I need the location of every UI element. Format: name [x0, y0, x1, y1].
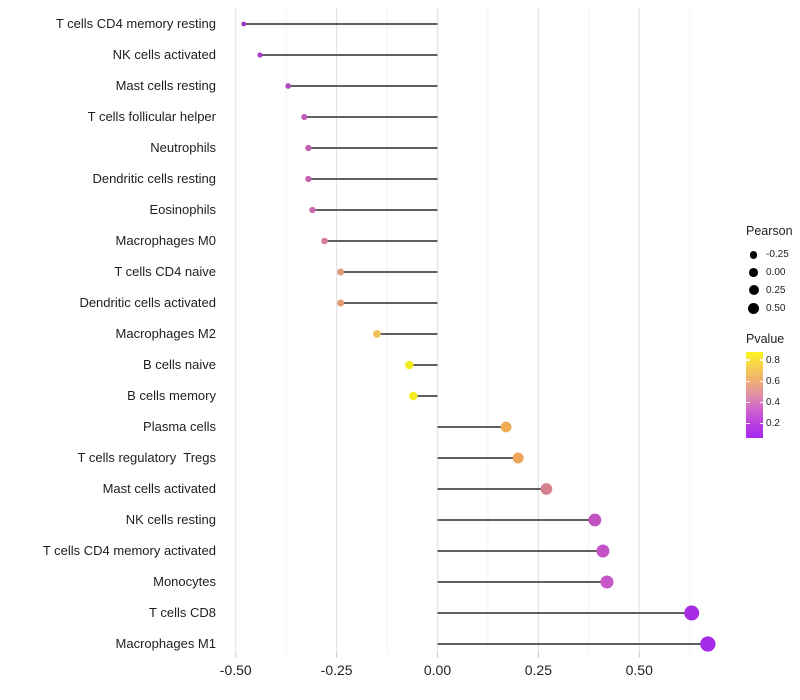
y-axis-label: T cells regulatory Tregs [77, 450, 216, 465]
lollipop-dot [305, 175, 312, 183]
colorbar-tick-mark [746, 359, 750, 361]
y-axis-label: Dendritic cells activated [79, 295, 216, 310]
legend-pearson-entry: 0.25 [746, 282, 793, 300]
y-axis-label: T cells CD4 memory resting [55, 16, 216, 31]
legend-pearson-entry-label: 0.50 [766, 302, 786, 314]
lollipop-dot [512, 452, 524, 464]
x-axis-tick-label: 0.50 [625, 662, 653, 678]
colorbar-tick-mark [746, 422, 750, 425]
colorbar-tick-mark [746, 401, 750, 404]
colorbar-tick-mark [746, 380, 750, 383]
legend-pearson-entry-label: 0.00 [766, 267, 786, 279]
y-axis-label: Mast cells resting [115, 78, 216, 93]
lollipop-dot [337, 268, 345, 276]
legend-pvalue-tick-label: 0.4 [766, 397, 780, 408]
lollipop-dot [684, 605, 700, 621]
y-axis-label: T cells CD4 naive [114, 264, 216, 279]
lollipop-dot [408, 391, 418, 401]
legend-pearson-entry-label: -0.25 [766, 249, 789, 261]
pvalue-colorbar [746, 352, 763, 438]
lollipop-dot [373, 330, 381, 338]
y-axis-label: B cells memory [127, 388, 216, 403]
y-axis-label: Eosinophils [149, 202, 217, 217]
y-axis-label: Dendritic cells resting [92, 171, 216, 186]
lollipop-dot [305, 144, 312, 152]
lollipop-dot [700, 636, 716, 652]
y-axis-label: Neutrophils [150, 140, 216, 155]
legend-pearson-title: Pearson [746, 224, 793, 238]
y-axis-label: Mast cells activated [102, 481, 216, 496]
lollipop-dot [321, 237, 328, 245]
legend-pearson-entry: -0.25 [746, 246, 793, 264]
legend-size-dot-icon [749, 251, 758, 259]
lollipop-dot [257, 52, 263, 58]
lollipop-dot [596, 544, 610, 558]
x-axis-tick-label: -0.25 [320, 662, 353, 678]
colorbar-tick-mark [759, 401, 763, 404]
y-axis-label: Monocytes [153, 574, 216, 589]
y-axis-label: T cells follicular helper [87, 109, 216, 124]
y-axis-label: T cells CD8 [149, 605, 216, 620]
legend-pearson-entry-label: 0.25 [766, 284, 786, 296]
x-axis-tick-label: -0.50 [219, 662, 252, 678]
lollipop-dot [309, 206, 316, 214]
y-axis-label: T cells CD4 memory activated [42, 543, 216, 558]
legend-size-dot-icon [748, 285, 759, 296]
y-axis-label: NK cells resting [125, 512, 216, 527]
legend-size-dot-icon [749, 268, 758, 278]
y-axis-label: Macrophages M1 [115, 636, 216, 651]
y-axis-label: NK cells activated [112, 47, 216, 62]
lollipop-dot [404, 360, 414, 370]
y-axis-label: B cells naive [143, 357, 216, 372]
x-axis-tick-label: 0.25 [524, 662, 552, 678]
lollipop-dot [500, 421, 512, 433]
pvalue-colorbar-wrap: 0.8 0.6 0.4 0.2 [746, 352, 800, 444]
y-axis-label: Macrophages M2 [115, 326, 216, 341]
legend-pearson-entry: 0.50 [746, 299, 793, 317]
lollipop-dot [241, 21, 247, 27]
legend-pvalue-tick-label: 0.8 [766, 354, 780, 366]
colorbar-tick-mark [759, 359, 763, 361]
lollipop-dot [337, 299, 345, 307]
lollipop-dot [600, 575, 614, 589]
legend-pvalue-tick-label: 0.2 [766, 418, 780, 429]
x-axis-tick-label: 0.00 [423, 662, 452, 678]
y-axis-label: Macrophages M0 [115, 233, 216, 248]
lollipop-dot [588, 513, 602, 527]
legend-pvalue: Pvalue 0.8 0.6 0.4 0.2 [746, 332, 800, 444]
legend-pearson-entries: -0.25 0.00 0.25 0.50 [746, 246, 793, 317]
y-axis-label: Plasma cells [143, 419, 216, 434]
legend-pvalue-title: Pvalue [746, 332, 785, 346]
colorbar-tick-mark [759, 380, 763, 383]
lollipop-dot [540, 483, 553, 495]
colorbar-tick-mark [759, 422, 763, 425]
legend-pearson: Pearson -0.25 0.00 0.25 0.50 [746, 224, 793, 317]
lollipop-dot [301, 113, 308, 121]
legend-pearson-entry: 0.00 [746, 264, 793, 282]
legend-size-dot-icon [747, 302, 760, 314]
legend-pvalue-tick-label: 0.6 [766, 376, 780, 387]
lollipop-dot [285, 83, 292, 89]
